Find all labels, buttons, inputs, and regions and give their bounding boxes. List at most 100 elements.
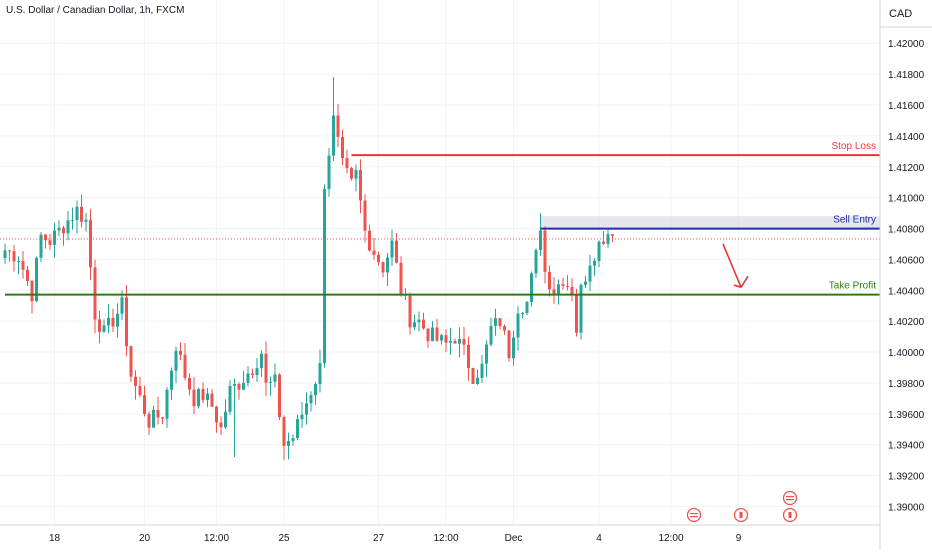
candle-body <box>503 326 506 331</box>
flag-stripe <box>690 513 698 515</box>
candle-body <box>278 374 281 418</box>
y-tick-label: 1.39000 <box>888 502 925 513</box>
candle-body <box>215 406 218 423</box>
candle-body <box>575 295 578 333</box>
candle-body <box>395 240 398 263</box>
candle-body <box>282 417 286 446</box>
candle-body <box>66 220 70 234</box>
y-tick-label: 1.39800 <box>888 379 925 390</box>
candle-body <box>309 395 313 404</box>
candle-body <box>129 346 133 377</box>
candle-body <box>566 286 569 288</box>
candle-body <box>332 115 335 156</box>
symbol-title: U.S. Dollar / Canadian Dollar, 1h, FXCM <box>6 5 185 16</box>
candle-body <box>53 230 56 245</box>
candle-body <box>179 350 182 355</box>
candle-body <box>350 168 353 179</box>
x-tick-label: 25 <box>278 533 290 544</box>
candle-body <box>197 388 200 407</box>
candle-body <box>611 234 614 236</box>
candle-body <box>462 338 466 345</box>
x-tick-label: 4 <box>596 533 602 544</box>
candle-body <box>476 377 479 385</box>
candle-body <box>440 335 443 341</box>
candle-body <box>188 377 191 390</box>
candle-body <box>102 325 106 332</box>
trade-arrow <box>722 243 749 289</box>
y-tick-label: 1.42000 <box>888 39 925 50</box>
candles <box>3 77 614 461</box>
candle-body <box>534 249 538 274</box>
candle-body <box>467 344 470 369</box>
candle-body <box>161 417 164 419</box>
candle-body <box>579 284 583 333</box>
candle-body <box>134 376 137 386</box>
price-axis-bg[interactable] <box>880 0 932 550</box>
y-tick-label: 1.40200 <box>888 317 925 328</box>
candle-body <box>336 115 340 137</box>
candle-body <box>507 330 511 359</box>
candle-body <box>426 328 430 342</box>
candle-body <box>584 281 587 285</box>
candle-body <box>48 240 52 245</box>
candle-body <box>593 260 596 266</box>
x-tick-label: Dec <box>505 533 523 544</box>
candle-body <box>300 414 304 420</box>
candle-body <box>3 250 7 259</box>
candle-body <box>318 362 322 384</box>
candle-body <box>62 227 65 234</box>
candle-body <box>359 169 362 201</box>
candle-body <box>35 257 38 302</box>
sell-entry-zone <box>540 216 880 229</box>
candle-body <box>386 257 389 273</box>
candle-body <box>390 240 394 258</box>
candle-body <box>228 385 232 412</box>
candle-body <box>516 313 520 338</box>
candle-body <box>548 271 551 290</box>
candle-body <box>377 254 380 263</box>
candle-body <box>264 353 268 383</box>
y-tick-label: 1.41600 <box>888 101 925 112</box>
candle-body <box>588 265 592 282</box>
y-tick-label: 1.41200 <box>888 163 925 174</box>
candle-body <box>606 234 610 244</box>
y-tick-label: 1.39200 <box>888 472 925 483</box>
maple-leaf <box>739 512 743 518</box>
candle-body <box>354 169 358 179</box>
candle-body <box>116 313 119 327</box>
candle-body <box>435 327 439 341</box>
candle-body <box>260 353 263 369</box>
us-flag-icon[interactable] <box>782 490 798 506</box>
candle-body <box>449 341 452 343</box>
sell-arrow-head <box>733 275 749 289</box>
candle-body <box>341 136 344 159</box>
us-flag-icon[interactable] <box>686 507 702 523</box>
candle-body <box>233 383 236 386</box>
candle-body <box>413 322 416 328</box>
candle-body <box>485 344 488 364</box>
candle-body <box>372 250 376 255</box>
candle-body <box>327 155 331 190</box>
y-tick-label: 1.39600 <box>888 410 925 421</box>
candle-body <box>93 267 97 320</box>
y-tick-label: 1.40600 <box>888 255 925 266</box>
candle-body <box>242 382 245 390</box>
candle-body <box>255 368 259 376</box>
candle-body <box>156 409 160 418</box>
candle-body <box>80 206 83 222</box>
flag-stripe <box>786 496 794 498</box>
candle-body <box>273 374 277 382</box>
candle-body <box>21 261 25 270</box>
candle-body <box>570 286 574 296</box>
candle-body <box>111 317 115 327</box>
candle-body <box>561 284 565 287</box>
candle-body <box>296 419 299 439</box>
candle-body <box>552 289 556 295</box>
y-tick-label: 1.41400 <box>888 132 925 143</box>
y-tick-label: 1.41800 <box>888 70 925 81</box>
candle-body <box>453 341 457 344</box>
candle-body <box>431 327 434 342</box>
candle-body <box>269 381 272 383</box>
